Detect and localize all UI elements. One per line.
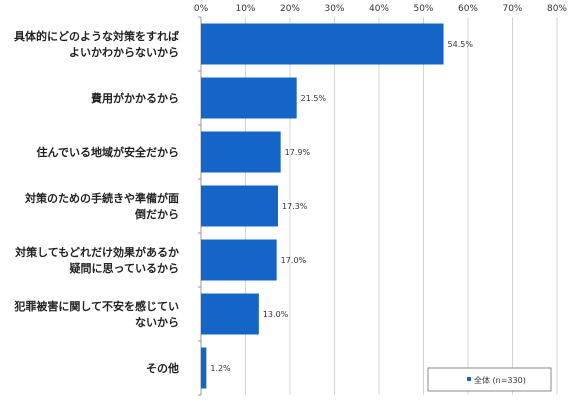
x-tick-label: 0% bbox=[194, 4, 209, 14]
x-tick-label: 40% bbox=[369, 4, 389, 14]
category-label: 疑問に思っているから bbox=[70, 261, 179, 275]
category-label: 住んでいる地域が安全だから bbox=[37, 145, 179, 159]
category-label: その他 bbox=[146, 361, 179, 375]
bar-value-label: 54.5% bbox=[448, 40, 474, 49]
x-tick-label: 20% bbox=[280, 4, 300, 14]
x-tick-label: 30% bbox=[324, 4, 344, 14]
category-label: 倒だから bbox=[134, 207, 179, 221]
bar bbox=[201, 185, 278, 227]
bar-value-label: 17.0% bbox=[281, 256, 307, 265]
bar bbox=[201, 293, 259, 335]
x-tick-label: 60% bbox=[458, 4, 478, 14]
x-tick-label: 80% bbox=[547, 4, 567, 14]
category-label: 具体的にどのような対策をすれば bbox=[14, 29, 179, 43]
legend: 全体 (n=330) bbox=[427, 367, 552, 392]
category-label: 犯罪被害に関して不安を感じてい bbox=[13, 299, 179, 313]
legend-swatch bbox=[467, 377, 471, 381]
x-tick-label: 70% bbox=[502, 4, 522, 14]
bar-value-label: 13.0% bbox=[263, 310, 289, 319]
bar-value-label: 17.9% bbox=[285, 148, 311, 157]
legend-label: 全体 (n=330) bbox=[474, 375, 526, 385]
bar bbox=[201, 347, 207, 389]
bar bbox=[201, 77, 297, 119]
x-tick-label: 50% bbox=[413, 4, 433, 14]
category-label: 対策のための手続きや準備が面 bbox=[24, 191, 179, 205]
bar-value-label: 17.3% bbox=[282, 202, 308, 211]
bar bbox=[201, 131, 281, 173]
bars bbox=[201, 23, 444, 389]
bar-value-label: 1.2% bbox=[210, 364, 231, 373]
x-tick-label: 10% bbox=[235, 4, 255, 14]
category-label: ないから bbox=[135, 316, 179, 329]
bar bbox=[201, 23, 444, 65]
x-axis-ticks: 0% 10% 20% 30% 40% 50% 60% 70% 80% bbox=[194, 4, 568, 14]
legend-box bbox=[427, 367, 552, 392]
category-label: 費用がかかるから bbox=[90, 91, 179, 105]
bar-value-label: 21.5% bbox=[301, 94, 327, 103]
category-label: よいかわからないから bbox=[69, 46, 179, 59]
category-label: 対策してもどれだけ効果があるか bbox=[14, 245, 179, 259]
bar bbox=[201, 239, 277, 281]
